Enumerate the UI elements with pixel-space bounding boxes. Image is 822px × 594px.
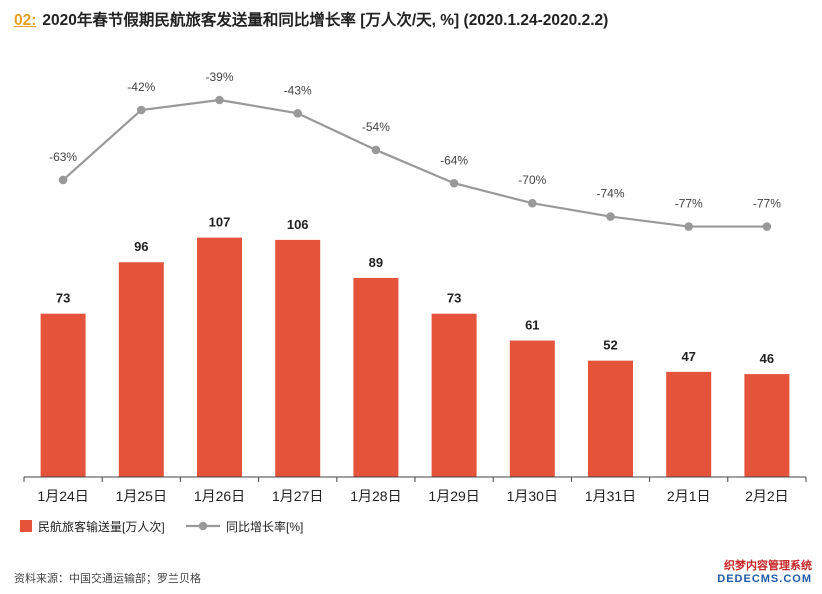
- x-tick-label: 1月26日: [194, 488, 245, 504]
- bar: [588, 360, 633, 477]
- bar-value-label: 107: [209, 215, 231, 230]
- x-tick-label: 1月29日: [428, 488, 479, 504]
- watermark-line2: DEDECMS.COM: [717, 573, 812, 585]
- rate-value-label: -43%: [284, 83, 312, 97]
- source-note: 资料来源：中国交通运输部；罗兰贝格: [14, 573, 201, 585]
- rate-value-label: -70%: [518, 173, 546, 187]
- x-tick-label: 1月31日: [585, 488, 636, 504]
- bar: [744, 374, 790, 477]
- rate-value-label: -42%: [127, 80, 155, 94]
- x-tick-label: 1月25日: [116, 488, 167, 504]
- chart-title: 02: 2020年春节假期民航旅客发送量和同比增长率 [万人次/天, %] (20…: [14, 8, 814, 30]
- rate-value-label: -39%: [205, 70, 233, 84]
- legend: 民航旅客输送量[万人次] 同比增长率[%]: [20, 519, 303, 534]
- rate-line: [62, 98, 767, 228]
- rate-point: [293, 109, 303, 118]
- rate-value-label: -77%: [675, 197, 703, 211]
- bar-value-label: 52: [603, 338, 617, 353]
- legend-line-label: 同比增长率[%]: [226, 519, 303, 534]
- rate-value-label: -63%: [49, 150, 77, 164]
- bar: [40, 313, 86, 477]
- rate-point: [137, 105, 146, 115]
- watermark: 织梦内容管理系统 DEDECMS.COM: [717, 560, 812, 586]
- bar: [666, 371, 712, 477]
- bar-value-label: 61: [525, 318, 539, 333]
- bar: [197, 237, 242, 477]
- rate-point: [215, 95, 224, 105]
- rate-point: [58, 175, 68, 185]
- rate-point: [606, 212, 615, 221]
- legend-bar-label: 民航旅客输送量[万人次]: [38, 519, 165, 534]
- x-tick-label: 1月27日: [272, 488, 323, 504]
- bar: [118, 262, 164, 477]
- bar-value-label: 106: [287, 217, 309, 232]
- x-tick-label: 1月24日: [37, 488, 88, 504]
- watermark-line1: 织梦内容管理系统: [724, 560, 812, 572]
- legend-line-marker: [198, 521, 208, 531]
- chart-title-text: 2020年春节假期民航旅客发送量和同比增长率 [万人次/天, %] (2020.…: [42, 12, 609, 29]
- x-tick-label: 1月28日: [350, 488, 401, 504]
- rate-value-label: -64%: [440, 153, 468, 167]
- x-tick-label: 2月2日: [745, 488, 789, 504]
- bar-value-label: 73: [56, 291, 70, 306]
- rate-point: [684, 222, 693, 231]
- x-axis: 1月24日 1月25日 1月26日 1月27日 1月28日 1月29日 1月30日 1月31日…: [23, 476, 807, 504]
- legend-bar-swatch: [20, 520, 32, 532]
- bar: [509, 340, 555, 477]
- rate-point: [528, 198, 537, 208]
- bar: [431, 313, 477, 477]
- rate-point: [371, 145, 381, 155]
- bar-value-label: 73: [447, 291, 461, 306]
- rate-value-label: -77%: [753, 197, 781, 211]
- rate-point: [449, 178, 459, 188]
- bar-value-label: 47: [681, 349, 695, 364]
- bar-value-label: 89: [369, 255, 383, 270]
- bar: [275, 239, 321, 477]
- x-tick-label: 2月1日: [667, 488, 711, 504]
- bar-value-label: 46: [760, 351, 774, 366]
- rate-value-label: -54%: [362, 120, 390, 134]
- bars-layer: 73 96 107 106 89 73 61 52 47 46: [40, 215, 790, 477]
- line-layer: -63% -42% -39% -43% -54% -64% -70% -74% -77% -77%: [49, 70, 781, 231]
- bar: [353, 277, 399, 477]
- rate-value-label: -74%: [596, 187, 624, 201]
- chart-number: 02:: [14, 12, 37, 29]
- x-tick-label: 1月30日: [507, 488, 558, 504]
- bar-value-label: 96: [134, 239, 148, 254]
- rate-point: [762, 222, 772, 231]
